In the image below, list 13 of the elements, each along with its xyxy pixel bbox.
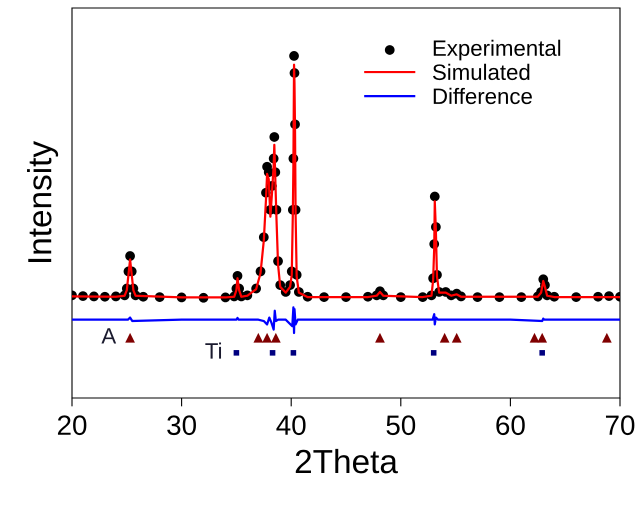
x-tick-label: 30	[167, 415, 196, 436]
x-tick-label: 70	[606, 415, 634, 436]
legend-label: Difference	[434, 88, 532, 104]
legend-label: Simulated	[432, 64, 530, 80]
annotation: A	[101, 328, 116, 344]
legend-label: Experimental	[434, 40, 560, 60]
x-tick-label: 50	[386, 415, 416, 436]
x-tick-label: 40	[276, 415, 306, 436]
annotation: Ti	[205, 342, 222, 359]
x-tick-label: 20	[58, 415, 86, 436]
y-axis-title: Intensity	[27, 140, 58, 262]
x-axis-title: 2Theta	[296, 448, 398, 474]
x-tick-label: 60	[496, 415, 525, 436]
